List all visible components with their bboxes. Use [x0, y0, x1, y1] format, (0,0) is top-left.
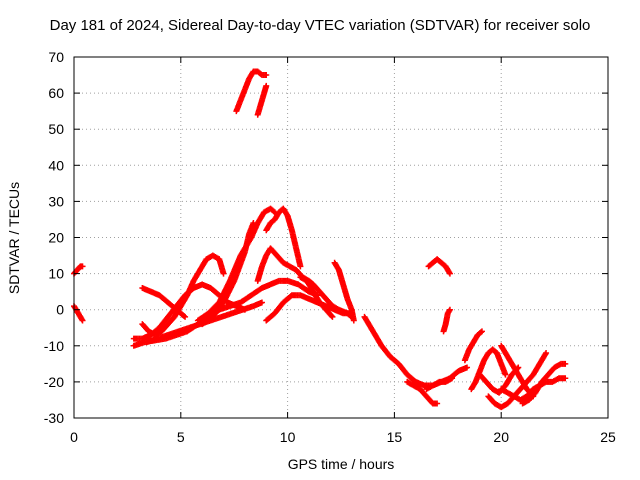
- y-tick-label: 30: [48, 193, 64, 209]
- data-point: [543, 350, 550, 357]
- y-tick-label: 20: [48, 230, 64, 246]
- data-point: [79, 317, 86, 324]
- data-point: [79, 263, 86, 270]
- series-arc-ab: [498, 342, 537, 400]
- y-tick-label: 50: [48, 121, 64, 137]
- series-arc-q: [361, 313, 471, 389]
- series-arc-l: [263, 205, 304, 270]
- data-point: [250, 220, 257, 227]
- data-point: [434, 400, 441, 407]
- y-tick-label: 0: [56, 302, 64, 318]
- data-point: [182, 313, 189, 320]
- data-point: [464, 364, 471, 371]
- series-arc-o: [297, 274, 336, 320]
- series-arc-f: [139, 285, 189, 320]
- x-tick-label: 15: [387, 429, 403, 445]
- data-point-fill: [270, 208, 277, 215]
- data-point: [446, 306, 453, 313]
- data-point: [258, 299, 265, 306]
- series-arc-aa: [476, 364, 522, 396]
- data-point-fill: [328, 312, 335, 319]
- series-arc-s: [423, 375, 456, 393]
- x-tick-label: 20: [493, 429, 509, 445]
- series-arc-e: [139, 252, 227, 338]
- data-point: [220, 270, 227, 277]
- series-arc-k: [254, 82, 270, 118]
- y-tick-label: -30: [44, 410, 64, 426]
- data-point: [297, 263, 304, 270]
- data-point: [446, 270, 453, 277]
- y-tick-label: 40: [48, 157, 64, 173]
- y-tick-label: -20: [44, 374, 64, 390]
- y-tick-label: 70: [48, 49, 64, 65]
- data-point: [502, 371, 509, 378]
- y-tick-label: 10: [48, 266, 64, 282]
- series-arc-t: [425, 256, 453, 277]
- x-tick-label: 25: [600, 429, 616, 445]
- y-axis-ticks: -30 -20 -10 0 10 20 30 40 50 60 70: [44, 49, 608, 426]
- y-tick-label: -10: [44, 338, 64, 354]
- x-tick-label: 10: [280, 429, 296, 445]
- x-axis-label: GPS time / hours: [287, 456, 395, 472]
- data-point: [329, 313, 336, 320]
- series-arc-i: [199, 220, 257, 328]
- data-point: [449, 375, 456, 382]
- data-point-fill: [477, 329, 484, 336]
- x-axis-ticks: 0 5 10 15 20 25: [70, 57, 616, 445]
- series-arc-r: [404, 378, 441, 407]
- grid: [74, 57, 608, 418]
- series-arc-w: [468, 346, 509, 393]
- x-tick-label: 5: [177, 429, 185, 445]
- y-tick-label: 60: [48, 85, 64, 101]
- data-point: [530, 393, 537, 400]
- data-point: [263, 72, 270, 79]
- data-point-fill: [181, 313, 188, 320]
- data-point: [562, 375, 569, 382]
- x-tick-label: 0: [70, 429, 78, 445]
- series-arc-b: [71, 303, 86, 324]
- data-point: [350, 317, 357, 324]
- series-arc-p: [331, 259, 357, 324]
- series-arc-z: [519, 360, 569, 407]
- data-points: [71, 68, 569, 411]
- data-point-fill: [529, 392, 536, 399]
- data-point: [263, 82, 270, 89]
- series-arc-a: [71, 263, 86, 277]
- data-point: [562, 360, 569, 367]
- series-arc-u: [440, 306, 453, 335]
- series-arc-v: [461, 328, 485, 364]
- chart-title: Day 181 of 2024, Sidereal Day-to-day VTE…: [49, 17, 591, 34]
- series-arc-j: [233, 68, 270, 115]
- data-point: [478, 328, 485, 335]
